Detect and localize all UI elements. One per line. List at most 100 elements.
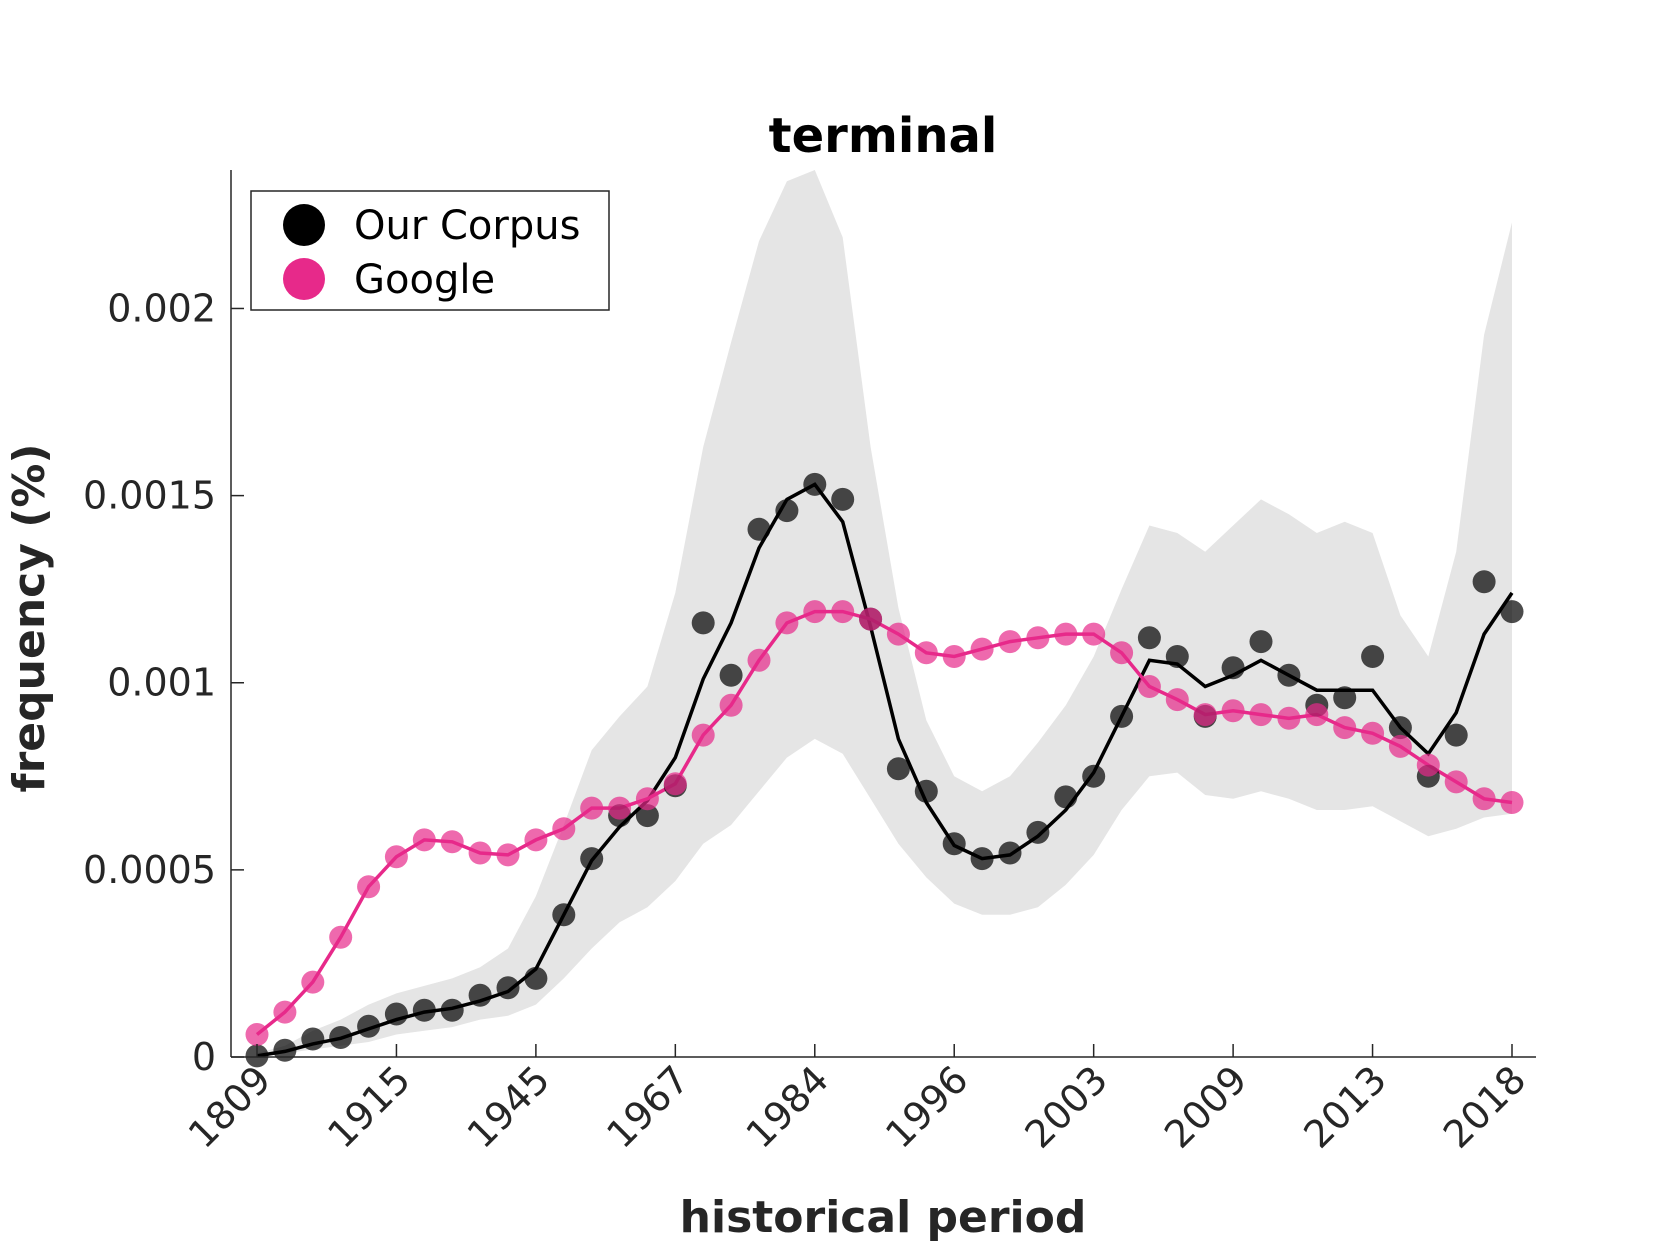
corpus-point: [580, 847, 604, 871]
google-point: [245, 1023, 269, 1046]
corpus-point: [1444, 723, 1468, 747]
corpus-point: [970, 847, 994, 871]
google-point: [1221, 699, 1245, 723]
google-point: [1333, 716, 1357, 740]
corpus-point: [942, 832, 966, 856]
corpus-point: [1500, 600, 1524, 624]
plot-area: [245, 170, 1524, 1068]
google-point: [608, 796, 632, 820]
corpus-point: [496, 976, 520, 1000]
corpus-point: [1472, 570, 1496, 594]
corpus-point: [1388, 716, 1412, 740]
y-tick-label: 0.0015: [83, 474, 216, 518]
legend-marker-corpus: [283, 204, 325, 246]
y-tick-label: 0.0005: [83, 848, 216, 892]
google-point: [496, 843, 520, 867]
google-point: [580, 796, 604, 820]
google-point: [970, 637, 994, 661]
corpus-points: [245, 472, 1524, 1068]
google-point: [384, 845, 408, 869]
corpus-point: [1333, 686, 1357, 710]
google-point: [1444, 770, 1468, 794]
legend-marker-google: [283, 258, 325, 300]
google-point: [1361, 721, 1385, 745]
google-point: [1388, 734, 1412, 758]
legend-label-google: Google: [354, 257, 495, 303]
google-point: [691, 723, 715, 747]
google-point: [273, 1000, 297, 1024]
google-point: [1472, 787, 1496, 811]
google-point: [552, 817, 576, 841]
y-tick-label: 0.002: [107, 286, 216, 330]
corpus-point: [831, 487, 855, 511]
corpus-point: [1249, 630, 1273, 654]
google-point: [329, 925, 353, 949]
corpus-point: [998, 841, 1022, 865]
corpus-point: [273, 1038, 297, 1062]
corpus-point: [524, 966, 548, 990]
corpus-point: [691, 611, 715, 635]
corpus-point: [886, 757, 910, 781]
corpus-point: [747, 517, 771, 541]
corpus-point: [1137, 626, 1161, 650]
chart-title: terminal: [769, 108, 998, 164]
corpus-point: [775, 499, 799, 523]
google-point: [1082, 622, 1106, 646]
google-line: [255, 609, 1513, 1036]
google-point: [1277, 706, 1301, 730]
corpus-point: [803, 472, 827, 496]
y-axis-title: frequency (%): [4, 443, 55, 792]
corpus-trend-line: [256, 482, 1514, 1058]
google-point: [1137, 675, 1161, 698]
corpus-point: [1054, 785, 1078, 809]
corpus-point: [1165, 645, 1189, 668]
google-point: [1165, 688, 1189, 712]
corpus-point: [635, 804, 659, 828]
corpus-point: [440, 998, 464, 1022]
corpus-point: [1277, 663, 1301, 687]
google-point: [440, 830, 464, 854]
google-point: [719, 693, 743, 717]
google-point: [942, 645, 966, 668]
google-point: [886, 622, 910, 646]
corpus-point: [552, 903, 576, 927]
x-axis-title: historical period: [680, 1192, 1087, 1243]
google-point: [1026, 626, 1050, 650]
google-point: [468, 841, 492, 865]
google-point: [1193, 703, 1217, 727]
google-point: [831, 600, 855, 624]
corpus-point: [914, 779, 938, 803]
legend-label-corpus: Our Corpus: [354, 203, 580, 249]
google-point: [1249, 703, 1273, 727]
google-point: [1416, 753, 1440, 777]
corpus-point: [468, 983, 492, 1007]
google-point: [1305, 703, 1329, 727]
google-point: [524, 828, 548, 852]
corpus-point: [1026, 820, 1050, 844]
legend: Our Corpus Google: [250, 190, 610, 311]
google-point: [663, 772, 687, 796]
google-point: [998, 630, 1022, 654]
y-tick-label: 0: [192, 1035, 216, 1079]
google-point: [1054, 622, 1078, 646]
google-point: [859, 607, 883, 631]
corpus-point: [412, 998, 436, 1022]
corpus-point: [329, 1026, 353, 1049]
corpus-point: [1082, 764, 1106, 788]
y-tick-label: 0.001: [107, 661, 216, 705]
corpus-point: [301, 1027, 325, 1051]
google-point: [775, 611, 799, 635]
y-ticks: 0 0.0005 0.001 0.0015 0.002: [83, 286, 244, 1079]
google-point: [914, 641, 938, 665]
corpus-point: [357, 1014, 381, 1038]
corpus-point: [1361, 645, 1385, 668]
corpus-point: [719, 663, 743, 687]
corpus-point: [1221, 656, 1245, 680]
google-point: [635, 787, 659, 811]
google-point: [412, 828, 436, 852]
google-point: [301, 970, 325, 994]
google-point: [747, 648, 771, 672]
google-point: [357, 875, 381, 899]
corpus-point: [1110, 704, 1134, 728]
